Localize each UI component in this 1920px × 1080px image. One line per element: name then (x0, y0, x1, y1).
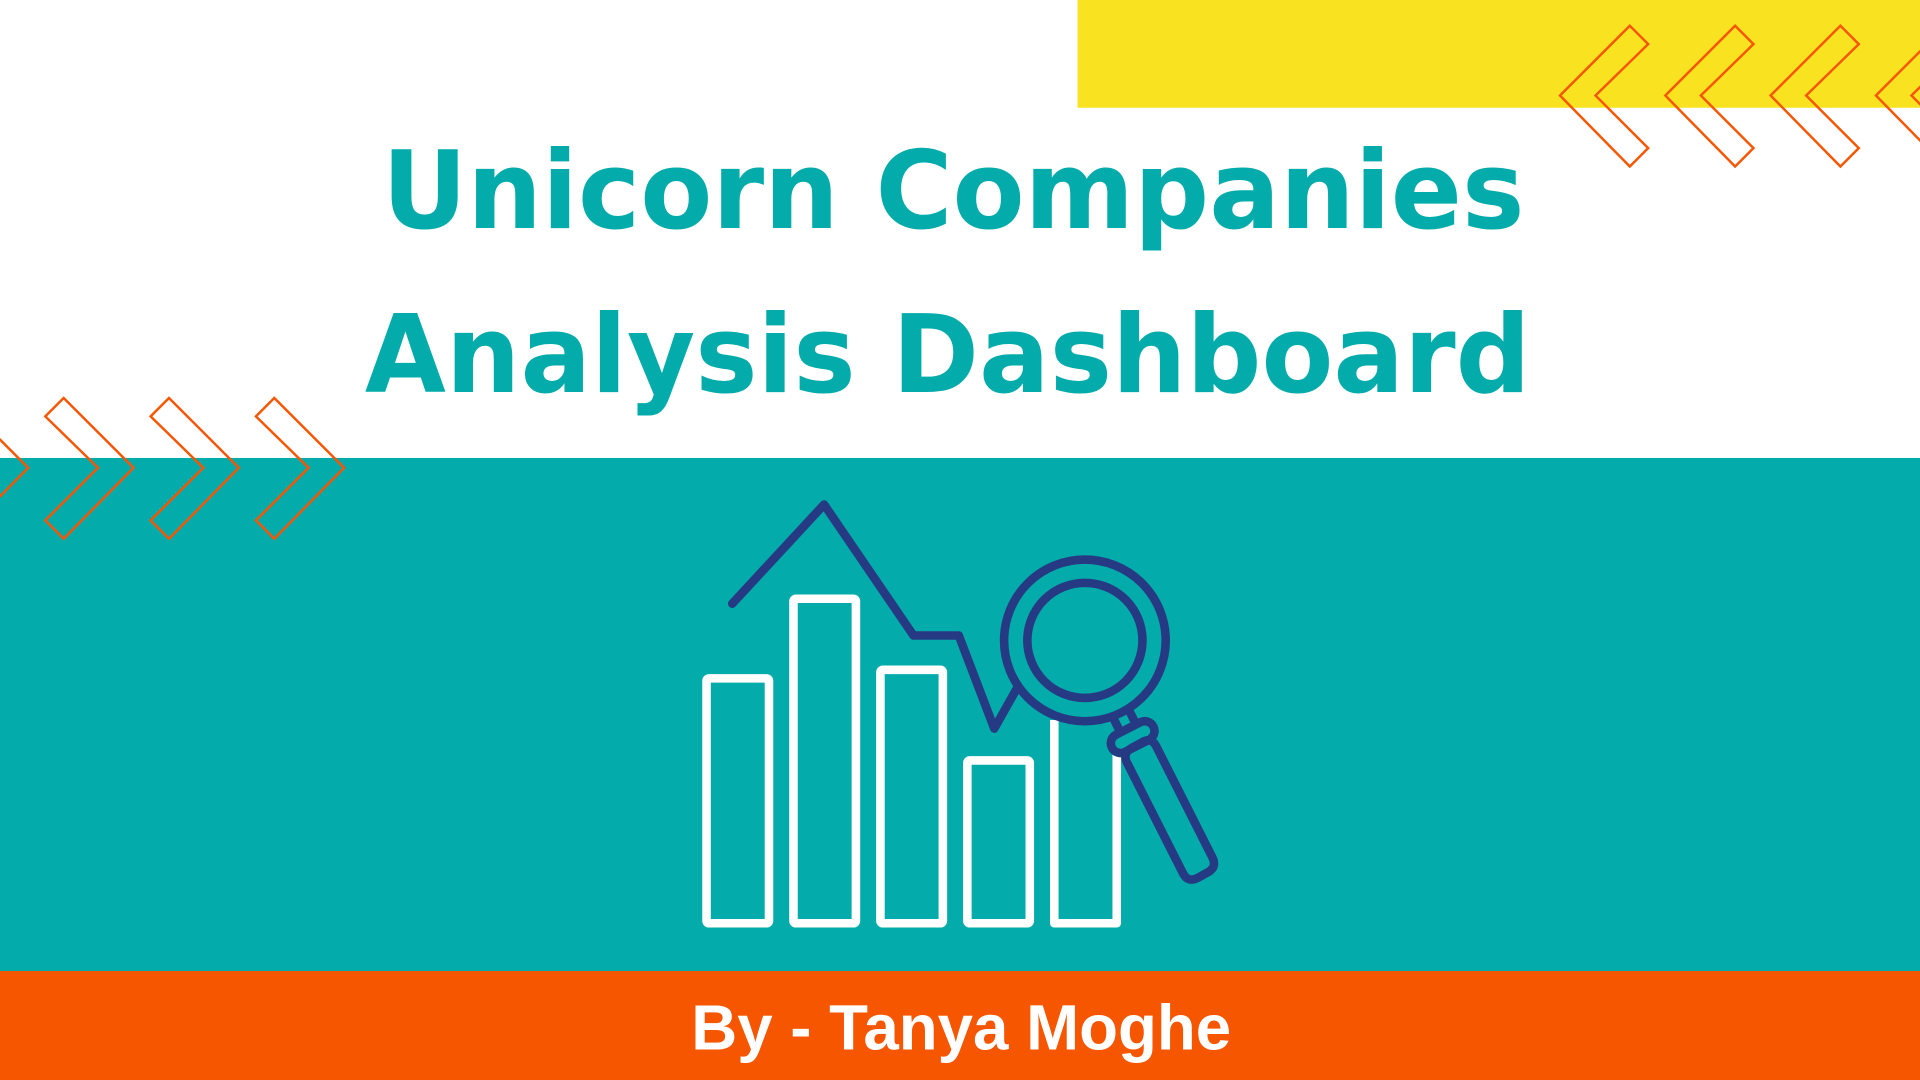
footer-band (0, 971, 1920, 1080)
chevron-left-icon (1874, 49, 1920, 143)
chevron-left-icon (1768, 23, 1861, 169)
chevron-right-icon-group (0, 396, 346, 541)
bar-chart-icon (702, 594, 1122, 928)
chevron-left-icon (1558, 23, 1650, 169)
trend-line-icon (727, 500, 1021, 733)
chart-bar (1050, 720, 1122, 928)
magnifying-glass-icon (999, 555, 1219, 884)
yellow-accent-block (1077, 0, 1920, 108)
chevron-left-icon (1663, 23, 1756, 169)
chart-bar (702, 674, 774, 928)
chevron-right-icon (254, 396, 346, 541)
chevron-right-icon (0, 437, 30, 499)
chevron-right-icon (43, 396, 136, 541)
title-line-1: Unicorn Companies (382, 129, 1524, 254)
chart-bar (963, 756, 1035, 928)
author-credit: By - Tanya Moghe (691, 992, 1231, 1063)
title-line-2: Analysis Dashboard (365, 293, 1531, 418)
chart-bar (789, 594, 861, 928)
chevron-right-icon (148, 396, 241, 541)
teal-band (0, 457, 1920, 973)
chart-bar (876, 665, 948, 928)
bar-chart-magnifier-icon (702, 500, 1219, 928)
chevron-left-icon-group (1558, 23, 1920, 169)
